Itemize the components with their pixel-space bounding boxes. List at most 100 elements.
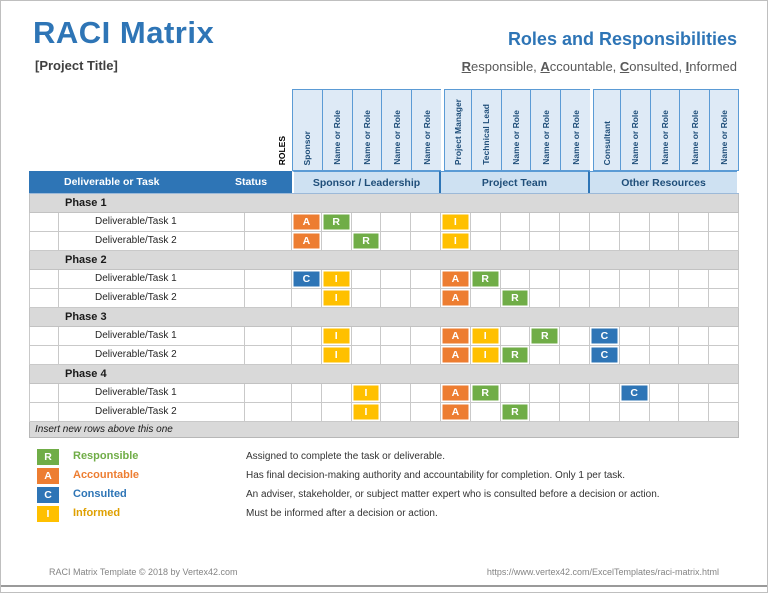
- role-column-header[interactable]: Name or Role: [321, 89, 352, 171]
- role-column-header[interactable]: Name or Role: [530, 89, 561, 171]
- raci-cell[interactable]: [351, 289, 382, 308]
- raci-cell-i[interactable]: I: [440, 232, 471, 251]
- role-column-header[interactable]: Sponsor: [292, 89, 322, 171]
- raci-cell-i[interactable]: I: [470, 346, 501, 365]
- raci-cell[interactable]: [321, 403, 352, 422]
- raci-cell[interactable]: [500, 270, 531, 289]
- role-column-header[interactable]: Name or Role: [381, 89, 412, 171]
- raci-cell[interactable]: [292, 327, 322, 346]
- role-column-header[interactable]: Name or Role: [649, 89, 680, 171]
- role-column-header[interactable]: Consultant: [592, 89, 620, 171]
- raci-cell[interactable]: [411, 289, 441, 308]
- raci-cell[interactable]: [500, 384, 531, 403]
- raci-cell[interactable]: [470, 213, 501, 232]
- raci-cell[interactable]: [589, 289, 620, 308]
- raci-cell[interactable]: [292, 403, 322, 422]
- raci-cell[interactable]: [381, 346, 412, 365]
- raci-cell[interactable]: [411, 232, 441, 251]
- raci-cell[interactable]: [351, 213, 382, 232]
- role-column-header[interactable]: Name or Role: [619, 89, 650, 171]
- raci-cell[interactable]: [381, 270, 412, 289]
- raci-cell[interactable]: [679, 346, 710, 365]
- raci-cell[interactable]: [500, 213, 531, 232]
- role-column-header[interactable]: Name or Role: [709, 89, 739, 171]
- raci-cell[interactable]: [530, 213, 561, 232]
- raci-cell[interactable]: [649, 403, 680, 422]
- raci-cell[interactable]: [500, 327, 531, 346]
- raci-cell[interactable]: [560, 213, 590, 232]
- raci-cell[interactable]: [589, 232, 620, 251]
- raci-cell-r[interactable]: R: [321, 213, 352, 232]
- project-title[interactable]: [Project Title]: [35, 58, 118, 73]
- raci-cell[interactable]: [709, 327, 739, 346]
- status-cell[interactable]: [245, 384, 292, 403]
- raci-cell-i[interactable]: I: [351, 384, 382, 403]
- raci-cell[interactable]: [679, 213, 710, 232]
- raci-cell[interactable]: [560, 327, 590, 346]
- raci-cell[interactable]: [560, 346, 590, 365]
- raci-cell-r[interactable]: R: [470, 384, 501, 403]
- raci-cell[interactable]: [470, 403, 501, 422]
- status-cell[interactable]: [245, 403, 292, 422]
- raci-cell[interactable]: [589, 213, 620, 232]
- raci-cell[interactable]: [679, 403, 710, 422]
- role-column-header[interactable]: Name or Role: [351, 89, 382, 171]
- raci-cell[interactable]: [560, 289, 590, 308]
- raci-cell-r[interactable]: R: [530, 327, 561, 346]
- raci-cell-c[interactable]: C: [619, 384, 650, 403]
- raci-cell[interactable]: [411, 384, 441, 403]
- raci-cell[interactable]: [292, 289, 322, 308]
- raci-cell[interactable]: [619, 270, 650, 289]
- raci-cell[interactable]: [381, 213, 412, 232]
- raci-cell-a[interactable]: A: [440, 289, 471, 308]
- raci-cell[interactable]: [500, 232, 531, 251]
- raci-cell[interactable]: [470, 289, 501, 308]
- raci-cell[interactable]: [679, 232, 710, 251]
- raci-cell-a[interactable]: A: [440, 384, 471, 403]
- raci-cell[interactable]: [560, 403, 590, 422]
- raci-cell[interactable]: [560, 270, 590, 289]
- raci-cell[interactable]: [619, 346, 650, 365]
- raci-cell[interactable]: [381, 403, 412, 422]
- raci-cell[interactable]: [709, 213, 739, 232]
- raci-cell-r[interactable]: R: [351, 232, 382, 251]
- raci-cell[interactable]: [351, 346, 382, 365]
- raci-cell[interactable]: [679, 327, 710, 346]
- raci-cell-i[interactable]: I: [321, 289, 352, 308]
- task-name-cell[interactable]: Deliverable/Task 2: [59, 403, 245, 422]
- raci-cell-a[interactable]: A: [440, 403, 471, 422]
- raci-cell[interactable]: [411, 327, 441, 346]
- raci-cell[interactable]: [530, 232, 561, 251]
- raci-cell-i[interactable]: I: [351, 403, 382, 422]
- raci-cell[interactable]: [381, 232, 412, 251]
- raci-cell[interactable]: [589, 270, 620, 289]
- raci-cell-a[interactable]: A: [292, 232, 322, 251]
- raci-cell[interactable]: [649, 384, 680, 403]
- role-column-header[interactable]: Project Manager: [443, 89, 471, 171]
- task-name-cell[interactable]: Deliverable/Task 1: [59, 327, 245, 346]
- raci-cell[interactable]: [619, 232, 650, 251]
- raci-cell[interactable]: [679, 289, 710, 308]
- raci-cell[interactable]: [411, 403, 441, 422]
- raci-cell[interactable]: [649, 346, 680, 365]
- raci-cell[interactable]: [709, 232, 739, 251]
- role-column-header[interactable]: Technical Lead: [470, 89, 501, 171]
- role-column-header[interactable]: Name or Role: [560, 89, 590, 171]
- raci-cell[interactable]: [321, 384, 352, 403]
- raci-cell[interactable]: [351, 270, 382, 289]
- raci-cell-i[interactable]: I: [321, 327, 352, 346]
- raci-cell[interactable]: [351, 327, 382, 346]
- raci-cell[interactable]: [679, 384, 710, 403]
- raci-cell[interactable]: [321, 232, 352, 251]
- raci-cell[interactable]: [649, 213, 680, 232]
- raci-cell[interactable]: [709, 384, 739, 403]
- raci-cell[interactable]: [411, 346, 441, 365]
- vertex42-link[interactable]: https://www.vertex42.com/ExcelTemplates/…: [486, 567, 719, 577]
- raci-cell[interactable]: [530, 346, 561, 365]
- raci-cell[interactable]: [530, 289, 561, 308]
- raci-cell[interactable]: [619, 289, 650, 308]
- insert-rows-hint-row[interactable]: Insert new rows above this one: [29, 422, 739, 438]
- role-column-header[interactable]: Name or Role: [679, 89, 710, 171]
- raci-cell[interactable]: [709, 346, 739, 365]
- raci-cell[interactable]: [292, 384, 322, 403]
